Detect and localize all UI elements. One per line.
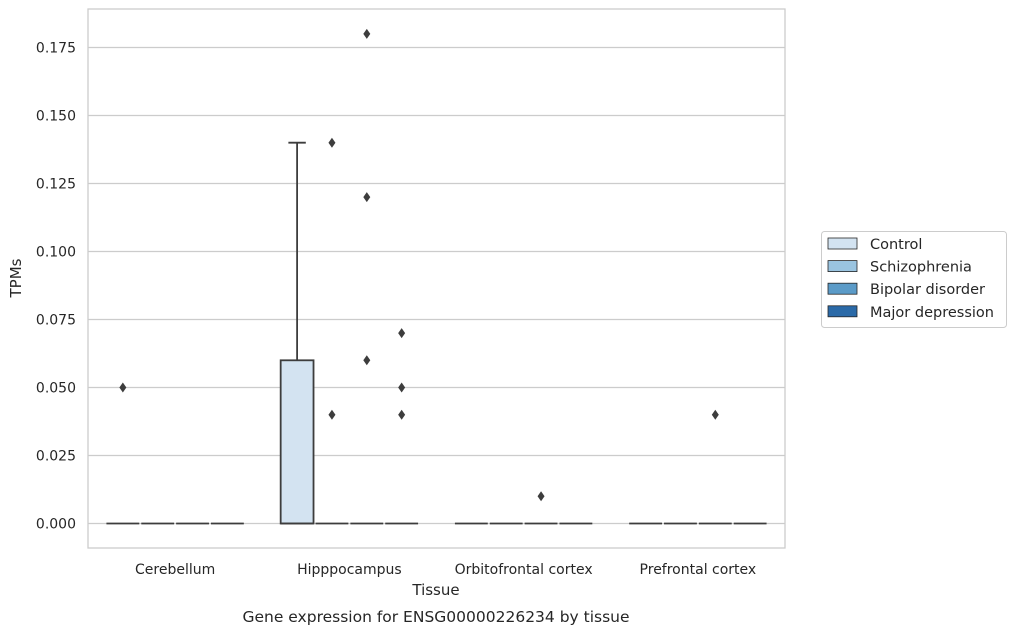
y-axis-label: TPMs bbox=[7, 258, 25, 298]
y-tick-label: 0.000 bbox=[36, 517, 76, 533]
x-axis-label: Tissue bbox=[411, 581, 459, 599]
legend-label: Bipolar disorder bbox=[870, 282, 985, 298]
legend-swatch bbox=[827, 260, 858, 273]
outlier-point bbox=[537, 491, 545, 502]
legend-items: Control Schizophrenia Bipolar disorder Majo… bbox=[827, 237, 994, 321]
outlier-point bbox=[328, 137, 336, 148]
legend-swatch bbox=[827, 305, 858, 318]
outlier-point bbox=[398, 328, 406, 339]
legend-swatch bbox=[827, 282, 858, 295]
outlier-point bbox=[711, 409, 719, 420]
legend-label: Control bbox=[870, 237, 922, 253]
legend-swatch bbox=[827, 237, 858, 250]
outlier-point bbox=[328, 409, 336, 420]
box-schizophrenia bbox=[315, 137, 349, 525]
legend-label: Major depression bbox=[870, 305, 994, 321]
x-tick-label: Orbitofrontal cortex bbox=[455, 562, 593, 578]
box-bipolar-disorder bbox=[698, 409, 732, 525]
y-tick-label: 0.125 bbox=[36, 177, 76, 193]
box-control bbox=[106, 382, 140, 525]
legend-frame bbox=[821, 231, 1007, 328]
box-major-depression bbox=[385, 328, 419, 525]
box-bipolar-disorder bbox=[350, 28, 384, 525]
figure-caption: Gene expression for ENSG00000226234 by t… bbox=[242, 608, 629, 626]
outlier-point bbox=[363, 28, 371, 39]
y-tick-label: 0.100 bbox=[36, 245, 76, 261]
outlier-point bbox=[398, 409, 406, 420]
legend: Control Schizophrenia Bipolar disorder Majo… bbox=[821, 231, 1007, 328]
box-control bbox=[279, 141, 315, 525]
outlier-point bbox=[363, 355, 371, 366]
y-tick-label: 0.075 bbox=[36, 313, 76, 329]
box-body bbox=[279, 359, 315, 525]
y-tick-label: 0.150 bbox=[36, 109, 76, 125]
box-bipolar-disorder bbox=[524, 491, 558, 525]
y-tick-label: 0.050 bbox=[36, 381, 76, 397]
outlier-point bbox=[398, 382, 406, 393]
x-tick-label: Hipppocampus bbox=[297, 562, 402, 578]
outlier-point bbox=[119, 382, 127, 393]
legend-label: Schizophrenia bbox=[870, 260, 972, 276]
gridlines bbox=[88, 46, 785, 525]
x-tick-label: Prefrontal cortex bbox=[640, 562, 757, 578]
plot-frame bbox=[87, 8, 786, 549]
y-tick-labels: 0.000 0.025 0.050 0.075 0.100 0.125 0.150 0.175 bbox=[36, 41, 76, 533]
y-tick-label: 0.025 bbox=[36, 449, 76, 465]
box-marks bbox=[106, 28, 767, 525]
x-tick-labels: Cerebellum Hipppocampus Orbitofrontal cort… bbox=[135, 562, 756, 578]
x-tick-label: Cerebellum bbox=[135, 562, 215, 578]
outlier-point bbox=[363, 192, 371, 203]
y-tick-label: 0.175 bbox=[36, 41, 76, 57]
